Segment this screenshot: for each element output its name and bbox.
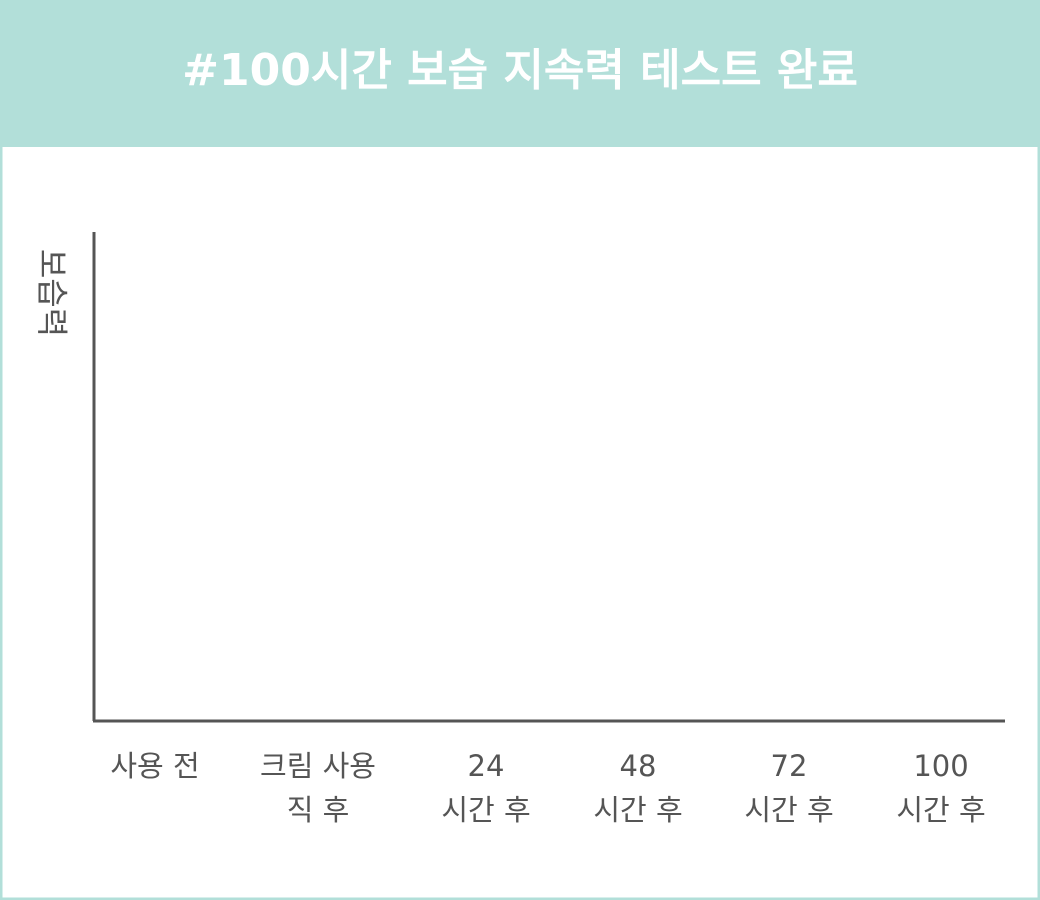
x-tick-label: 72 <box>771 749 808 783</box>
header-bar <box>0 0 1040 147</box>
x-tick-label: 시간 후 <box>744 793 833 827</box>
x-tick-label: 시간 후 <box>593 793 682 827</box>
x-tick-label: 시간 후 <box>896 793 985 827</box>
x-tick-label: 48 <box>620 749 657 783</box>
x-tick-label: 시간 후 <box>441 793 530 827</box>
x-tick-label: 사용 전 <box>110 749 199 783</box>
x-tick-label: 100 <box>913 749 968 783</box>
x-tick-label: 크림 사용 <box>260 749 376 783</box>
chart-title: #100시간 보습 지속력 테스트 완료 <box>182 45 858 96</box>
x-tick-label: 24 <box>468 749 505 783</box>
x-tick-label: 직 후 <box>287 793 350 827</box>
y-axis-label: 보습력 <box>33 249 71 337</box>
